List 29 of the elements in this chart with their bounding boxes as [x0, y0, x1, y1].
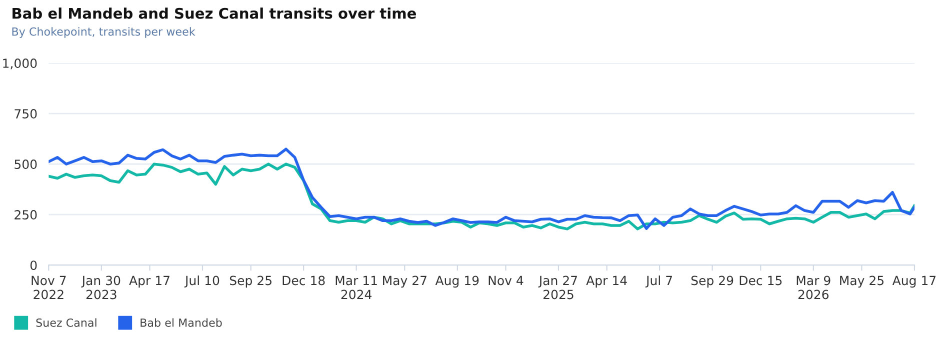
x-tick-label: Mar 11 2024: [336, 276, 377, 300]
x-tick-label: Jan 27 2025: [538, 276, 577, 300]
x-tick-label: Nov 7 2022: [32, 276, 66, 300]
x-tick-label: May 25: [840, 276, 884, 288]
x-tick-label: Mar 9 2026: [796, 276, 830, 300]
y-tick-label: 1,000: [3, 58, 37, 70]
x-tick-label: Apr 17: [129, 276, 170, 288]
x-tick-label: Apr 14: [586, 276, 627, 288]
x-tick-label: Aug 17: [892, 276, 936, 288]
legend-label: Bab el Mandeb: [140, 318, 222, 327]
y-tick-label: 750: [14, 109, 37, 118]
chart-subtitle: By Chokepoint, transits per week: [12, 27, 196, 38]
x-tick-label: May 27: [383, 276, 426, 288]
y-tick-label: 250: [14, 210, 37, 220]
x-tick-label: Sep 25: [230, 276, 272, 288]
x-tick-label: Jul 7: [645, 276, 672, 288]
y-tick-label: 0: [30, 260, 37, 270]
x-tick-label: Jan 30 2023: [81, 276, 120, 300]
x-tick-label: Dec 18: [282, 276, 325, 286]
x-tick-label: Nov 4: [488, 276, 524, 286]
x-tick-label: Dec 15: [740, 276, 782, 286]
x-tick-label: Jul 10: [184, 276, 220, 288]
y-tick-label: 500: [14, 160, 37, 170]
line-series: [48, 148, 914, 230]
line-series: [48, 162, 914, 230]
legend-label: Suez Canal: [36, 318, 96, 327]
chart-title: Bab el Mandeb and Suez Canal transits over time: [12, 8, 416, 19]
x-tick-label: Aug 19: [435, 276, 479, 288]
x-tick-label: Sep 29: [691, 276, 734, 288]
